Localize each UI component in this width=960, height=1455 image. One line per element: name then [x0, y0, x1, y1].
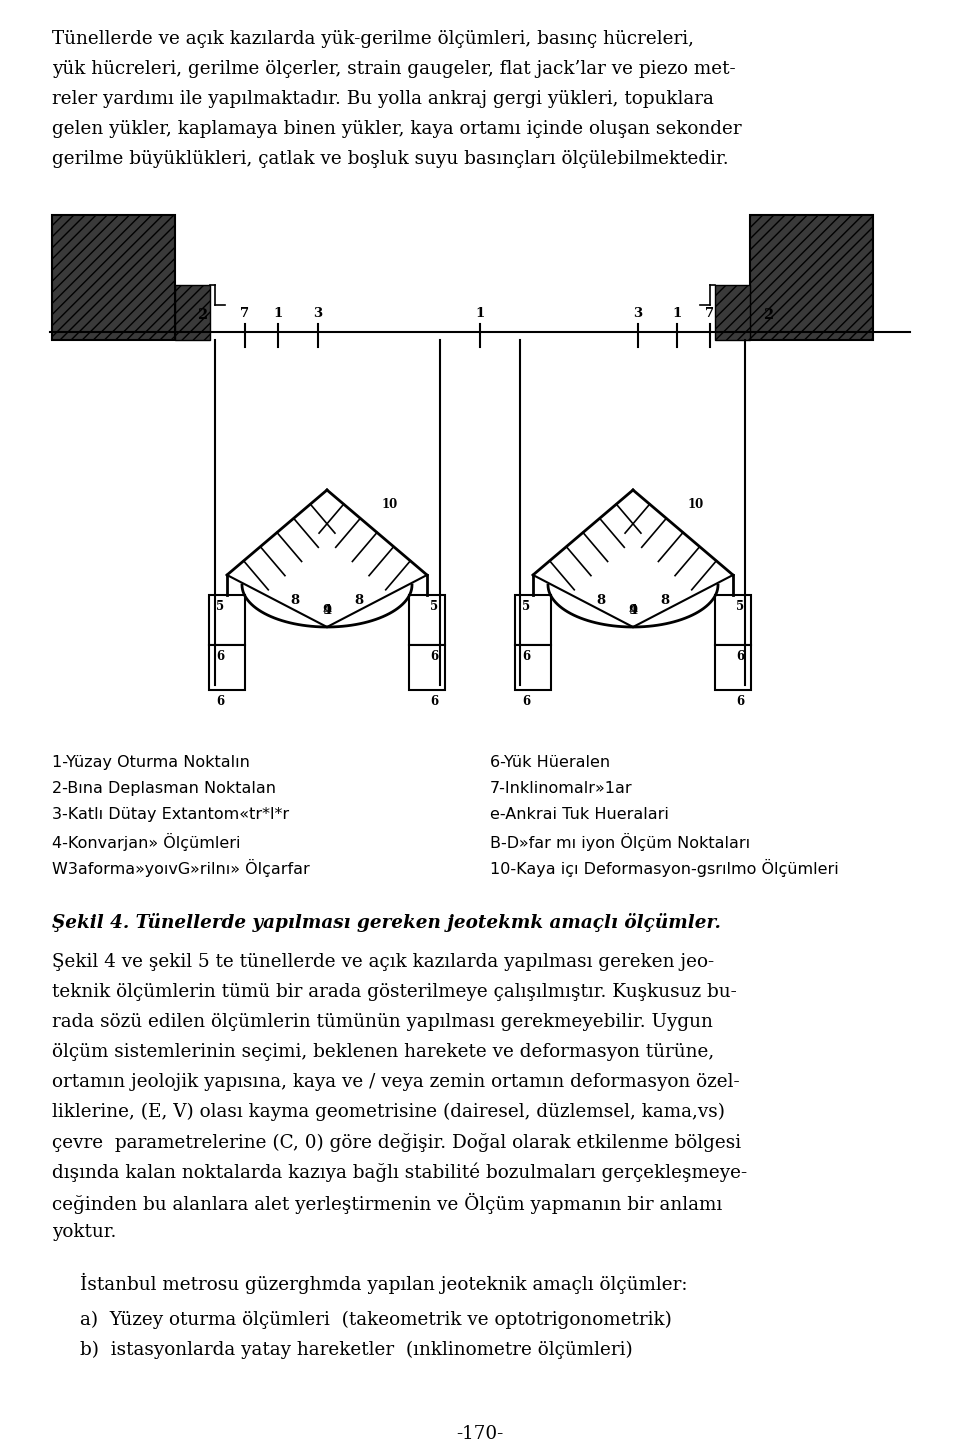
Bar [750, 215, 873, 340]
Text: 6: 6 [430, 695, 438, 709]
Text: 9: 9 [629, 604, 637, 617]
Text: b)  istasyonlarda yatay hareketler  (ınklinometre ölçümleri): b) istasyonlarda yatay hareketler (ınkli… [80, 1342, 633, 1359]
Text: 5: 5 [216, 599, 224, 613]
Text: 10-Kaya içı Deformasyon-gsrılmo Ölçümleri: 10-Kaya içı Deformasyon-gsrılmo Ölçümler… [490, 858, 839, 877]
Bar [52, 215, 175, 340]
Text: 3: 3 [634, 307, 642, 320]
Text: 8: 8 [291, 594, 300, 607]
Text: B-D»far mı iyon Ölçüm Noktaları: B-D»far mı iyon Ölçüm Noktaları [490, 834, 750, 851]
Text: reler yardımı ile yapılmaktadır. Bu yolla ankraj gergi yükleri, topuklara: reler yardımı ile yapılmaktadır. Bu yoll… [52, 90, 714, 108]
Text: W3aforma»yoıvG»rilnı» Ölçarfar: W3aforma»yoıvG»rilnı» Ölçarfar [52, 858, 310, 877]
Text: rada sözü edilen ölçümlerin tümünün yapılması gerekmeyebilir. Uygun: rada sözü edilen ölçümlerin tümünün yapı… [52, 1013, 713, 1032]
Text: 8: 8 [596, 594, 606, 607]
Text: yoktur.: yoktur. [52, 1224, 116, 1241]
Text: gelen yükler, kaplamaya binen yükler, kaya ortamı içinde oluşan sekonder: gelen yükler, kaplamaya binen yükler, ka… [52, 119, 742, 138]
Text: Tünellerde ve açık kazılarda yük-gerilme ölçümleri, basınç hücreleri,: Tünellerde ve açık kazılarda yük-gerilme… [52, 31, 694, 48]
Text: gerilme büyüklükleri, çatlak ve boşluk suyu basınçları ölçülebilmektedir.: gerilme büyüklükleri, çatlak ve boşluk s… [52, 150, 729, 167]
Bar [209, 645, 245, 690]
Text: 2: 2 [197, 308, 207, 322]
Text: teknik ölçümlerin tümü bir arada gösterilmeye çalışılmıştır. Kuşkusuz bu-: teknik ölçümlerin tümü bir arada gösteri… [52, 984, 736, 1001]
Text: 2-Bına Deplasman Noktalan: 2-Bına Deplasman Noktalan [52, 781, 276, 796]
Bar [409, 595, 445, 645]
Text: liklerine, (E, V) olası kayma geometrisine (dairesel, düzlemsel, kama,vs): liklerine, (E, V) olası kayma geometrisi… [52, 1103, 725, 1122]
Text: 10: 10 [382, 499, 398, 512]
Bar [409, 645, 445, 690]
Text: Şekil 4 ve şekil 5 te tünellerde ve açık kazılarda yapılması gereken jeo-: Şekil 4 ve şekil 5 te tünellerde ve açık… [52, 953, 714, 970]
Text: 7: 7 [706, 307, 714, 320]
Bar [715, 645, 751, 690]
Text: 6: 6 [736, 695, 744, 709]
Text: a)  Yüzey oturma ölçümleri  (takeometrik ve optotrigonometrik): a) Yüzey oturma ölçümleri (takeometrik v… [80, 1311, 672, 1330]
Text: -170-: -170- [456, 1424, 504, 1443]
Bar [175, 285, 210, 340]
Text: Şekil 4. Tünellerde yapılması gereken jeotekmk amaçlı ölçümler.: Şekil 4. Tünellerde yapılması gereken je… [52, 912, 721, 933]
Text: 3-Katlı Dütay Extantom«tr*l*r: 3-Katlı Dütay Extantom«tr*l*r [52, 808, 289, 822]
Text: yük hücreleri, gerilme ölçerler, strain gaugeler, flat jack’lar ve piezo met-: yük hücreleri, gerilme ölçerler, strain … [52, 60, 735, 79]
Text: 6-Yük Hüeralen: 6-Yük Hüeralen [490, 755, 611, 770]
Text: 3: 3 [313, 307, 323, 320]
Text: 6: 6 [736, 650, 744, 663]
Text: e-Ankrai Tuk Hueralari: e-Ankrai Tuk Hueralari [490, 808, 669, 822]
Text: 1-Yüzay Oturma Noktalın: 1-Yüzay Oturma Noktalın [52, 755, 250, 770]
Text: 1: 1 [672, 307, 682, 320]
Text: 1: 1 [475, 307, 485, 320]
Text: çevre  parametrelerine (C, 0) göre değişir. Doğal olarak etkilenme bölgesi: çevre parametrelerine (C, 0) göre değişi… [52, 1133, 741, 1152]
Text: ölçüm sistemlerinin seçimi, beklenen harekete ve deformasyon türüne,: ölçüm sistemlerinin seçimi, beklenen har… [52, 1043, 714, 1061]
Text: dışında kalan noktalarda kazıya bağlı stabilité bozulmaları gerçekleşmeye-: dışında kalan noktalarda kazıya bağlı st… [52, 1163, 747, 1183]
Text: 10: 10 [688, 499, 705, 512]
Text: 8: 8 [660, 594, 669, 607]
Text: 6: 6 [216, 695, 224, 709]
Bar [209, 595, 245, 645]
Text: 8: 8 [354, 594, 364, 607]
Text: 6: 6 [430, 650, 438, 663]
Text: 4: 4 [629, 604, 637, 617]
Bar [515, 645, 551, 690]
Bar [715, 595, 751, 645]
Text: 6: 6 [522, 650, 530, 663]
Text: 5: 5 [430, 599, 438, 613]
Text: 5: 5 [522, 599, 530, 613]
Text: 6: 6 [216, 650, 224, 663]
Text: 2: 2 [763, 308, 773, 322]
Text: 4: 4 [323, 604, 331, 617]
Text: 6: 6 [522, 695, 530, 709]
Text: 7-Inklinomalr»1ar: 7-Inklinomalr»1ar [490, 781, 633, 796]
Text: 7: 7 [240, 307, 250, 320]
Bar [515, 595, 551, 645]
Text: 5: 5 [736, 599, 744, 613]
Text: ceğinden bu alanlara alet yerleştirmenin ve Ölçüm yapmanın bir anlamı: ceğinden bu alanlara alet yerleştirmenin… [52, 1193, 722, 1213]
Text: İstanbul metrosu güzerghmda yapılan jeoteknik amaçlı ölçümler:: İstanbul metrosu güzerghmda yapılan jeot… [80, 1273, 687, 1293]
Text: 9: 9 [323, 604, 331, 617]
Text: 4-Konvarjan» Ölçümleri: 4-Konvarjan» Ölçümleri [52, 834, 241, 851]
Text: ortamın jeolojik yapısına, kaya ve / veya zemin ortamın deformasyon özel-: ortamın jeolojik yapısına, kaya ve / vey… [52, 1072, 739, 1091]
Text: 1: 1 [274, 307, 282, 320]
Bar [715, 285, 750, 340]
